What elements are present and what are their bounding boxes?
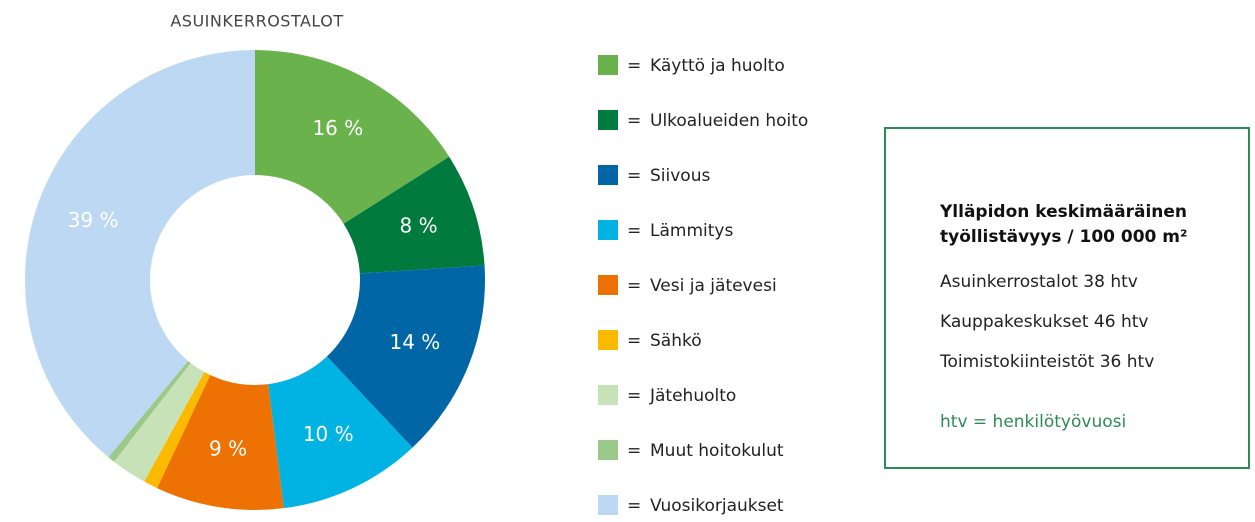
data-label: 16 %	[312, 116, 363, 140]
legend-label: Muut hoitokulut	[650, 441, 784, 461]
legend-label: Jätehuolto	[649, 386, 736, 406]
legend-prefix: =	[627, 56, 641, 76]
data-label: 10 %	[303, 422, 354, 446]
legend-prefix: =	[627, 111, 641, 131]
legend-prefix: =	[627, 496, 641, 516]
slice	[268, 356, 413, 509]
info-line: Asuinkerrostalot 38 htv	[940, 272, 1138, 292]
slice	[144, 372, 211, 489]
data-label: 9 %	[209, 436, 247, 460]
slice	[157, 375, 284, 510]
data-label: 8 %	[400, 213, 438, 237]
data-label: 14 %	[390, 330, 441, 354]
legend-swatch	[598, 495, 618, 515]
slice	[326, 265, 485, 448]
legend-label: Sähkö	[650, 331, 702, 351]
legend-swatch	[598, 220, 618, 240]
slice	[108, 360, 191, 462]
info-note: htv = henkilötyövuosi	[940, 412, 1126, 432]
legend-swatch	[598, 110, 618, 130]
legend-label: Siivous	[650, 166, 710, 186]
legend-label: Vesi ja jätevesi	[650, 276, 777, 296]
legend-label: Käyttö ja huolto	[650, 56, 785, 76]
data-label: 39 %	[68, 208, 119, 232]
legend-label: Lämmitys	[650, 221, 733, 241]
info-title: työllistävyys / 100 000 m²	[940, 227, 1187, 247]
legend-swatch	[598, 165, 618, 185]
legend-swatch	[598, 55, 618, 75]
legend-prefix: =	[627, 386, 641, 406]
slice	[114, 362, 205, 482]
info-line: Toimistokiinteistöt 36 htv	[939, 352, 1154, 372]
info-box	[884, 127, 1250, 469]
legend-prefix: =	[627, 166, 641, 186]
legend-swatch	[598, 330, 618, 350]
info-title: Ylläpidon keskimääräinen	[939, 202, 1187, 222]
legend-prefix: =	[627, 276, 641, 296]
legend-prefix: =	[627, 221, 641, 241]
slice	[25, 49, 255, 458]
legend-swatch	[598, 385, 618, 405]
chart-title: ASUINKERROSTALOT	[170, 12, 343, 31]
slice	[255, 50, 450, 224]
legend-label: Ulkoalueiden hoito	[650, 111, 808, 131]
legend-swatch	[598, 440, 618, 460]
legend-label: Vuosikorjaukset	[650, 496, 784, 516]
info-line: Kauppakeskukset 46 htv	[940, 312, 1148, 332]
legend-prefix: =	[627, 441, 641, 461]
legend-prefix: =	[627, 331, 641, 351]
legend-swatch	[598, 275, 618, 295]
slice	[343, 156, 485, 274]
